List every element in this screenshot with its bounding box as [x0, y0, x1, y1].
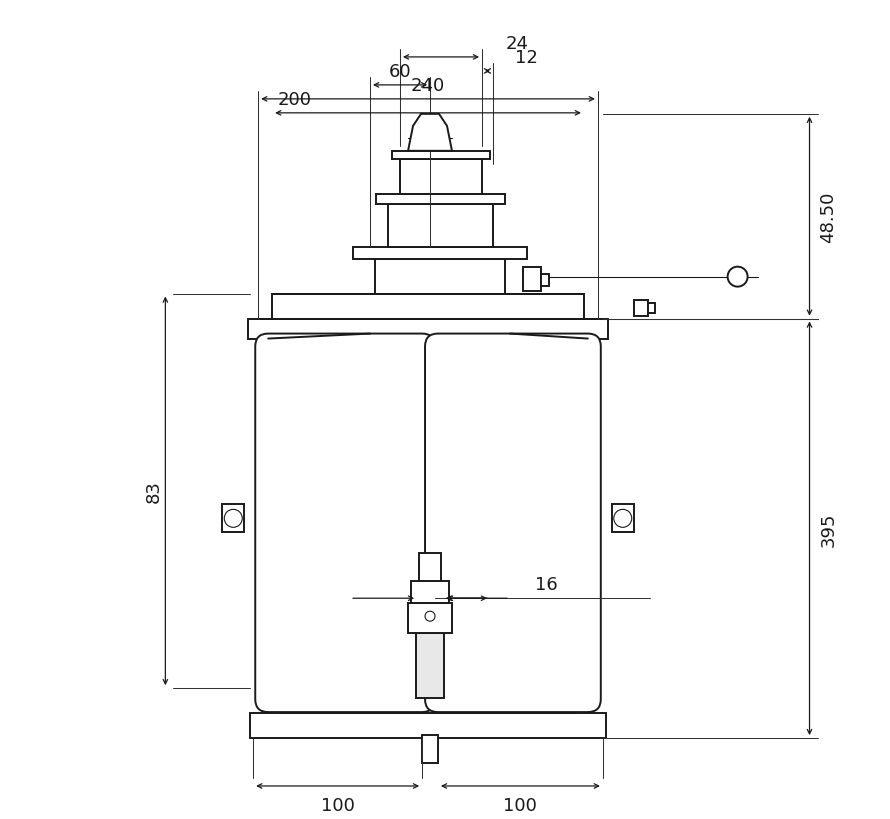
Text: 240: 240: [411, 77, 445, 95]
Bar: [272, 294, 584, 319]
Bar: [250, 713, 606, 738]
Bar: [422, 735, 438, 763]
Bar: [648, 303, 655, 313]
Polygon shape: [408, 115, 452, 152]
Text: 200: 200: [277, 91, 312, 109]
Bar: [280, 699, 576, 713]
Bar: [388, 205, 493, 247]
Bar: [392, 152, 490, 160]
Bar: [634, 301, 648, 316]
Text: 100: 100: [320, 796, 354, 814]
Bar: [611, 505, 634, 532]
Bar: [376, 194, 505, 205]
Bar: [541, 274, 549, 287]
Circle shape: [224, 509, 242, 527]
Text: 16: 16: [535, 576, 558, 594]
Text: 12: 12: [515, 49, 538, 67]
Text: 24: 24: [506, 35, 529, 53]
Bar: [419, 554, 441, 581]
Circle shape: [614, 509, 632, 527]
Bar: [523, 267, 541, 292]
Bar: [416, 633, 444, 699]
Bar: [400, 160, 482, 194]
Text: 395: 395: [820, 511, 837, 546]
Text: 83: 83: [144, 480, 162, 503]
Circle shape: [728, 267, 748, 287]
FancyBboxPatch shape: [255, 334, 435, 713]
FancyBboxPatch shape: [425, 334, 601, 713]
Text: 48.50: 48.50: [820, 192, 837, 242]
Bar: [222, 505, 244, 532]
Circle shape: [425, 612, 435, 622]
Bar: [248, 319, 608, 339]
Text: 100: 100: [504, 796, 538, 814]
Bar: [411, 581, 449, 604]
Bar: [408, 604, 452, 633]
Text: 60: 60: [389, 63, 411, 81]
Bar: [353, 247, 527, 260]
Bar: [375, 260, 505, 294]
Bar: [258, 339, 598, 699]
